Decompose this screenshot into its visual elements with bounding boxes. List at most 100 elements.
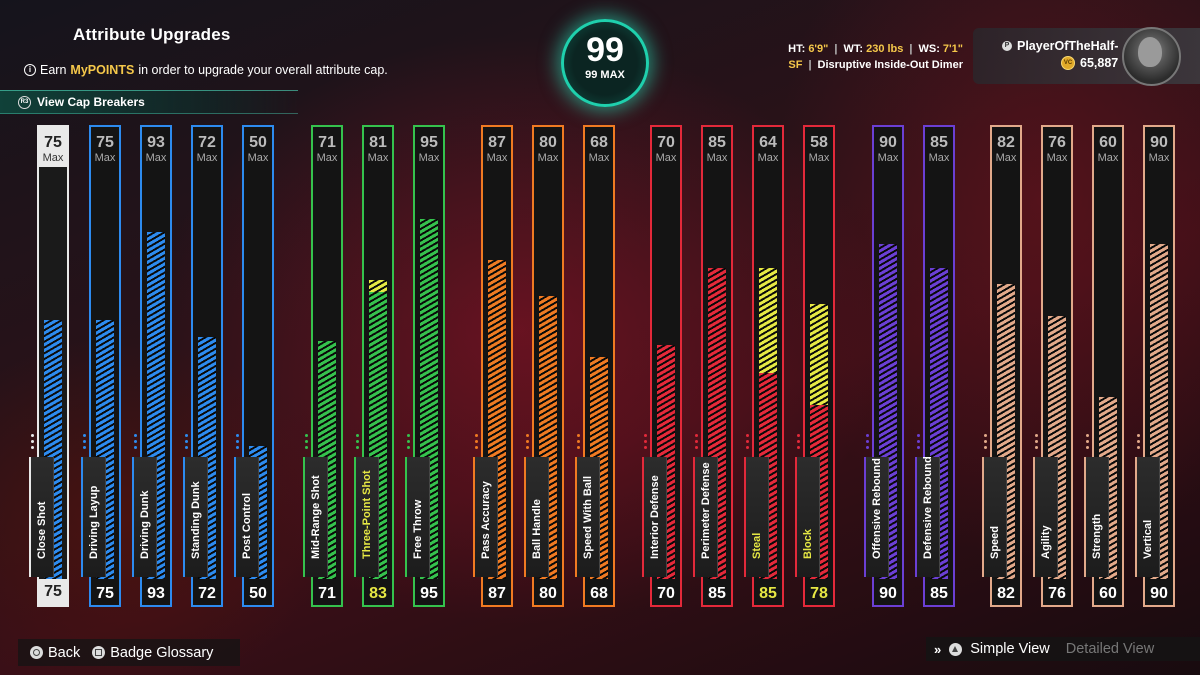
attribute-name: Close Shot [36, 501, 48, 559]
attribute-name: Block [802, 529, 814, 559]
attribute-cap: 90 [1150, 134, 1168, 151]
attribute-cap: 75 [96, 134, 114, 151]
attribute-dots [1086, 434, 1090, 452]
overall-value: 99 [586, 31, 624, 69]
weight-value: 230 lbs [866, 43, 904, 55]
attribute-name: Post Control [241, 493, 253, 559]
attribute-label-tab: Ball Handle [524, 457, 549, 577]
attribute-value: 90 [1150, 585, 1168, 602]
attribute-value: 76 [1048, 585, 1066, 602]
attribute-dots [526, 434, 530, 452]
attribute-label-tab: Free Throw [405, 457, 430, 577]
attribute-cap: 68 [590, 134, 608, 151]
attribute-name: Strength [1091, 513, 1103, 559]
attribute-cap-max-label: Max [94, 152, 116, 164]
attribute-label-tab: Post Control [234, 457, 259, 577]
circle-button-icon [30, 646, 43, 660]
attribute-value: 87 [488, 585, 506, 602]
triangle-button-icon [949, 642, 963, 656]
page-title: Attribute Upgrades [73, 25, 231, 44]
attribute-value: 50 [249, 585, 267, 602]
overall-rating-badge: 99 99 MAX [561, 19, 649, 107]
attribute-cap: 70 [657, 134, 675, 151]
attribute-cap: 50 [249, 134, 267, 151]
attribute-cap: 82 [997, 134, 1015, 151]
attribute-cap-max-label: Max [706, 152, 728, 164]
attribute-cap-max-label: Max [196, 152, 218, 164]
attribute-dots [475, 434, 479, 452]
attribute-name: Speed [989, 525, 1001, 559]
attribute-value: 93 [147, 585, 165, 602]
view-cap-breakers-button[interactable]: R3 View Cap Breakers [0, 90, 298, 114]
attribute-value: 75 [96, 585, 114, 602]
attribute-cap-max-label: Max [1046, 152, 1068, 164]
selected-header [39, 127, 67, 167]
attribute-cap-max-label: Max [537, 152, 559, 164]
attribute-value: 95 [420, 585, 438, 602]
footer-left-actions: Back Badge Glossary [18, 639, 240, 666]
attribute-label-tab: Mid-Range Shot [303, 457, 328, 577]
attribute-cap-max-label: Max [928, 152, 950, 164]
attribute-name: Vertical [1142, 519, 1154, 559]
attribute-dots [134, 434, 138, 452]
attribute-name: Driving Layup [88, 485, 100, 559]
earn-suffix: in order to upgrade your overall attribu… [138, 63, 388, 77]
earn-hint: i Earn MyPOINTS in order to upgrade your… [24, 63, 388, 77]
attribute-label-tab: Close Shot [29, 457, 54, 577]
attribute-cap: 80 [539, 134, 557, 151]
attribute-dots [185, 434, 189, 452]
attribute-value: 90 [879, 585, 897, 602]
attribute-name: Steal [751, 532, 763, 559]
attribute-value: 80 [539, 585, 557, 602]
attribute-name: Offensive Rebound [871, 458, 883, 559]
attribute-dots [866, 434, 870, 452]
attribute-cap-max-label: Max [588, 152, 610, 164]
attribute-cap-max-label: Max [995, 152, 1017, 164]
info-icon: i [24, 64, 36, 76]
attribute-dots [83, 434, 87, 452]
attribute-cap: 75 [44, 134, 62, 151]
attribute-cap: 90 [879, 134, 897, 151]
attribute-name: Standing Dunk [190, 481, 202, 559]
attribute-dots [407, 434, 411, 452]
archetype-value: Disruptive Inside-Out Dimer [817, 59, 963, 71]
attribute-dots [917, 434, 921, 452]
attribute-cap: 85 [930, 134, 948, 151]
detailed-view-tab[interactable]: Detailed View [1065, 641, 1155, 657]
double-chevron-icon: » [934, 641, 942, 657]
attribute-name: Ball Handle [531, 499, 543, 559]
attribute-cap-max-label: Max [757, 152, 779, 164]
attribute-cap-max-label: Max [1097, 152, 1119, 164]
attribute-label-tab: Perimeter Defense [693, 457, 718, 577]
attribute-dots [236, 434, 240, 452]
badge-glossary-button[interactable]: Badge Glossary [92, 645, 213, 661]
cap-breakers-label: View Cap Breakers [37, 95, 145, 109]
back-button[interactable]: Back [30, 645, 80, 661]
player-avatar [1122, 27, 1181, 86]
attribute-value: 60 [1099, 585, 1117, 602]
attribute-cap: 95 [420, 134, 438, 151]
attribute-name: Pass Accuracy [480, 481, 492, 559]
attribute-cap-max-label: Max [877, 152, 899, 164]
attribute-cap-max-label: Max [418, 152, 440, 164]
attribute-name: Defensive Rebound [922, 456, 934, 559]
player-physicals: HT: 6'9" | WT: 230 lbs | WS: 7'1" SF | Disrupt… [788, 43, 963, 71]
square-button-icon [92, 646, 106, 660]
attribute-cap: 81 [369, 134, 387, 151]
attribute-cap-max-label: Max [145, 152, 167, 164]
attribute-cap-max-label: Max [247, 152, 269, 164]
simple-view-tab[interactable]: Simple View [970, 641, 1050, 657]
psn-icon: P [1002, 41, 1012, 51]
attribute-value: 83 [369, 585, 387, 602]
boost-fill [369, 280, 387, 293]
attribute-label-tab: Standing Dunk [183, 457, 208, 577]
attribute-value: 85 [759, 585, 777, 602]
attribute-value: 68 [590, 585, 608, 602]
r3-button-icon: R3 [18, 95, 31, 109]
view-toggle: » Simple View Detailed View [926, 637, 1200, 661]
boost-fill [810, 304, 828, 406]
wingspan-label: WS: [918, 43, 940, 55]
player-name: PlayerOfTheHalf- [1017, 39, 1119, 53]
attribute-name: Interior Defense [649, 475, 661, 559]
attribute-name: Driving Dunk [139, 490, 151, 559]
